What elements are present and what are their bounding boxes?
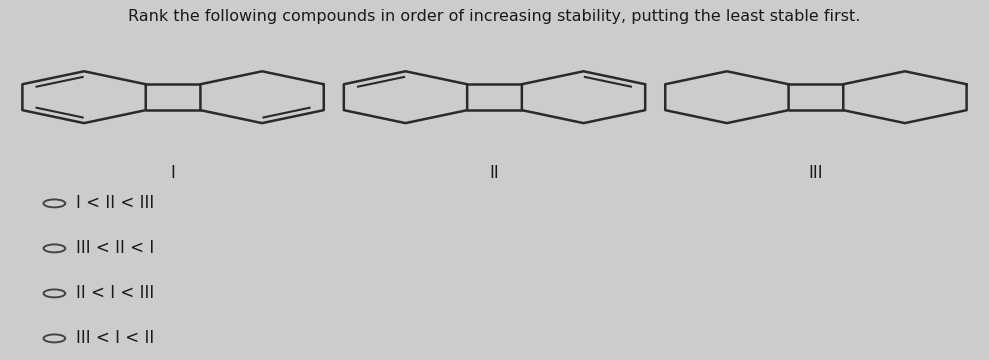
- Text: I < II < III: I < II < III: [76, 194, 154, 212]
- Text: III < I < II: III < I < II: [76, 329, 154, 347]
- Text: Rank the following compounds in order of increasing stability, putting the least: Rank the following compounds in order of…: [129, 9, 860, 24]
- Text: I: I: [171, 164, 175, 182]
- Text: III < II < I: III < II < I: [76, 239, 154, 257]
- Text: II: II: [490, 164, 499, 182]
- Text: II < I < III: II < I < III: [76, 284, 154, 302]
- Text: III: III: [809, 164, 823, 182]
